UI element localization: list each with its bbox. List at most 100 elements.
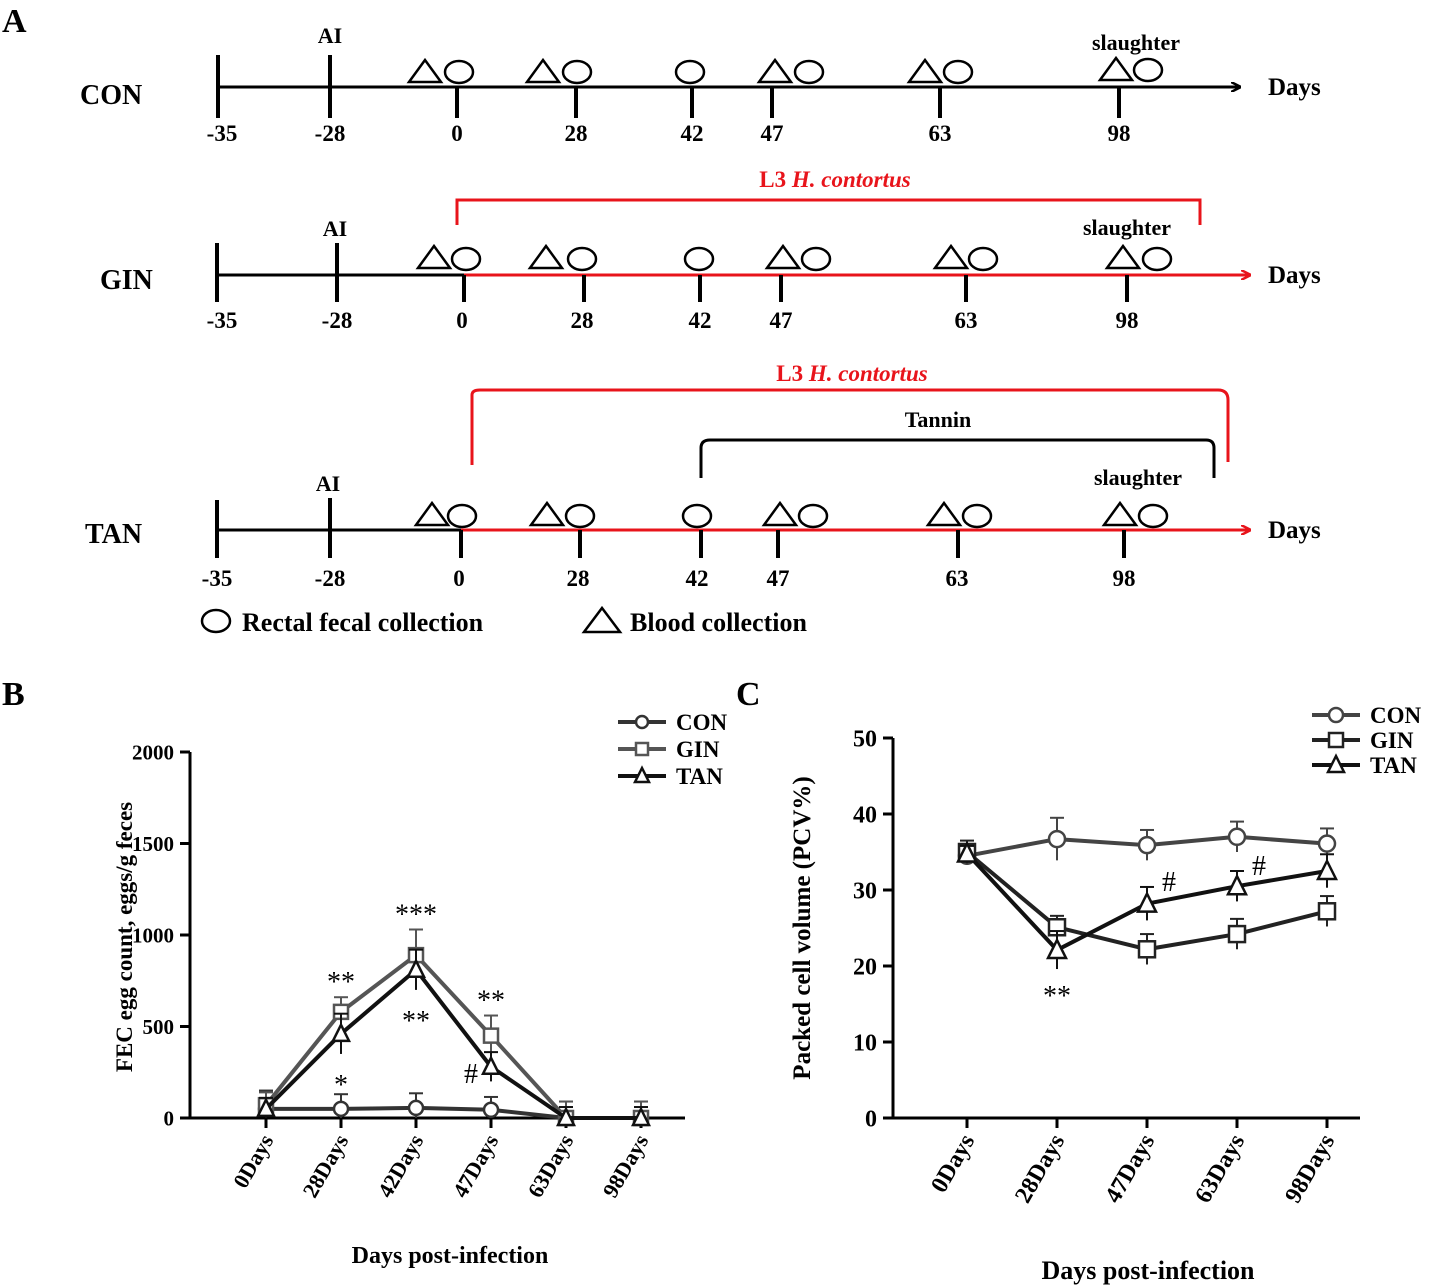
blood-collection-icon: [524, 57, 562, 84]
tick-label: 63: [946, 566, 969, 591]
series-tan: [255, 948, 652, 1127]
y-tick-label: 0: [164, 1106, 175, 1130]
y-tick-label: 1000: [132, 923, 174, 947]
data-point: [1317, 834, 1337, 853]
blood-collection-icon: [528, 500, 566, 527]
infection-bracket: [455, 198, 1202, 225]
tick-label: 47: [767, 566, 790, 591]
y-axis-label: Packed cell volume (PCV%): [789, 776, 816, 1079]
panel-label-a: A: [2, 3, 27, 40]
pcv-chart: Packed cell volume (PCV%) Days post-infe…: [789, 703, 1422, 1285]
y-tick-label: 10: [853, 1030, 877, 1056]
x-axis-label: Days post-infection: [352, 1243, 549, 1269]
blood-collection-icon: [1104, 243, 1142, 270]
infection-label: L3 H. contortus: [759, 167, 911, 192]
blood-collection-icon: [761, 500, 799, 527]
legend-marker: [632, 765, 652, 784]
data-point: [1227, 827, 1247, 847]
fecal-collection-icon: [681, 503, 713, 529]
fecal-collection-icon: [566, 246, 598, 272]
blood-collection-icon: [413, 500, 451, 527]
infection-bracket: [470, 388, 1230, 465]
timeline-days-label: Days: [1268, 262, 1321, 289]
significance-marker: *: [334, 1070, 348, 1101]
fecal-collection-icon: [446, 503, 478, 529]
tick-label: 63: [955, 308, 978, 333]
data-point: [1047, 829, 1067, 849]
timeline-legend: Rectal fecal collection Blood collection: [200, 605, 807, 637]
x-tick-label: 63Days: [522, 1130, 578, 1202]
fecal-collection-icon: [967, 246, 999, 272]
fecal-collection-icon: [961, 503, 993, 529]
panel-label-b: B: [2, 676, 25, 713]
tannin-label: Tannin: [905, 407, 971, 432]
tick-label: 42: [686, 566, 709, 591]
blood-collection-icon: [756, 57, 794, 84]
timeline-days-label: Days: [1268, 517, 1321, 544]
legend-fecal-label: Rectal fecal collection: [242, 608, 484, 637]
legend-marker: [1327, 706, 1345, 724]
significance-marker: ***: [395, 900, 437, 931]
ai-label: AI: [323, 216, 347, 241]
legend-label: CON: [676, 710, 728, 735]
timeline-tan: TAN L3 H. contortus Tannin Days AI slaug…: [85, 361, 1321, 591]
significance-marker: **: [327, 967, 355, 998]
series-line: [264, 953, 641, 1120]
fecal-collection-icon: [800, 246, 832, 272]
legend-marker: [634, 741, 650, 757]
significance-marker: **: [1043, 981, 1071, 1012]
series-con: [957, 816, 1337, 866]
legend-label: GIN: [1370, 728, 1414, 753]
fecal-collection-icon: [683, 246, 715, 272]
significance-marker: #: [464, 1059, 478, 1090]
data-point: [955, 840, 979, 863]
fecal-collection-icon: [1132, 57, 1164, 83]
y-tick-label: 0: [865, 1106, 877, 1132]
legend-blood-label: Blood collection: [630, 608, 807, 637]
tick-label: 98: [1116, 308, 1139, 333]
legend-marker: [1325, 753, 1347, 774]
data-point: [1315, 858, 1339, 881]
series-gin: [257, 928, 650, 1127]
tick-label: -35: [207, 308, 238, 333]
tick-label: 0: [453, 566, 465, 591]
x-tick-label: 28Days: [1010, 1130, 1070, 1208]
tick-label: -35: [202, 566, 233, 591]
fecal-collection-icon: [1141, 246, 1173, 272]
y-axis-label: FEC egg count, eggs/g feces: [112, 802, 137, 1072]
slaughter-label: slaughter: [1083, 215, 1171, 240]
blood-collection-icon: [406, 57, 444, 84]
ai-label: AI: [318, 23, 342, 48]
y-tick-label: 2000: [132, 740, 174, 764]
tick-label: 42: [681, 121, 704, 146]
significance-marker: **: [402, 1006, 430, 1037]
fecal-collection-icon: [200, 608, 232, 634]
tick-label: -28: [322, 308, 353, 333]
y-tick-label: 50: [853, 726, 877, 752]
significance-marker: #: [1252, 851, 1266, 882]
timeline-group-label: TAN: [85, 519, 142, 550]
data-point: [407, 1099, 425, 1117]
significance-marker: **: [477, 986, 505, 1017]
data-point: [1317, 902, 1337, 921]
legend-label: TAN: [676, 764, 723, 789]
x-tick-label: 98Days: [597, 1130, 653, 1202]
x-tick-label: 42Days: [372, 1130, 428, 1202]
x-tick-label: 0Days: [926, 1130, 980, 1197]
tannin-bracket: [699, 438, 1216, 478]
blood-collection-icon: [906, 57, 944, 84]
legend-marker: [634, 714, 650, 730]
tick-label: 98: [1113, 566, 1136, 591]
y-tick-label: 40: [853, 802, 877, 828]
fecal-collection-icon: [674, 59, 706, 85]
data-point: [1227, 924, 1247, 944]
blood-collection-icon: [415, 243, 453, 270]
fecal-collection-icon: [797, 503, 829, 529]
blood-collection-icon: [527, 243, 565, 270]
fecal-collection-icon: [942, 59, 974, 85]
fec-chart: FEC egg count, eggs/g feces Days post-in…: [112, 710, 728, 1269]
blood-collection-icon: [1097, 55, 1135, 82]
y-tick-label: 20: [853, 954, 877, 980]
legend-label: GIN: [676, 737, 720, 762]
